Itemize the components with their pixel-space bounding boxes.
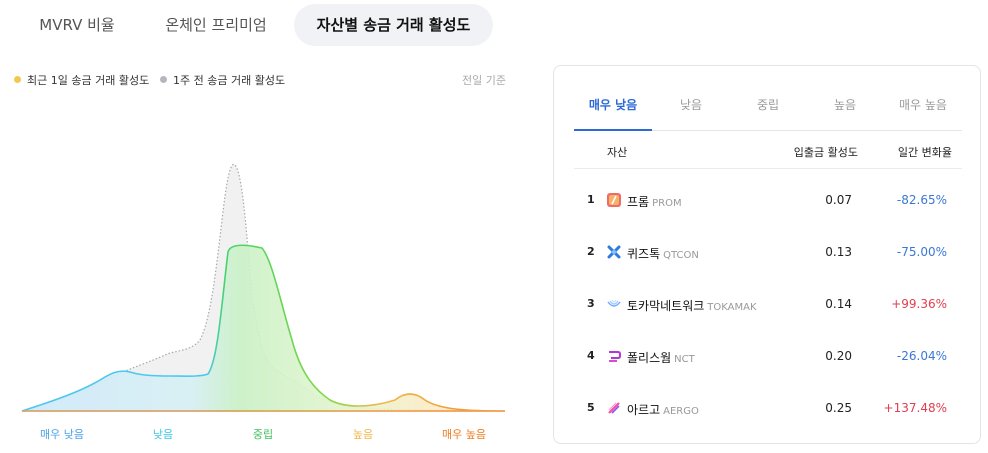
row-asset-name: 퀴즈톡 QTCON — [627, 245, 699, 262]
aergo-logo-icon — [608, 402, 620, 414]
asset-korean-name: 프롬 — [627, 195, 650, 209]
row-asset-name: 프롬 PROM — [627, 193, 682, 210]
row-asset-name: 아르고 AERGO — [627, 401, 699, 418]
asset-symbol: AERGO — [663, 406, 699, 417]
table-header: 자산 입출금 활성도 일간 변화율 — [574, 132, 962, 169]
header-change[interactable]: 일간 변화율 — [897, 146, 952, 159]
level-tab-high[interactable]: 높음 — [833, 98, 857, 112]
level-tab-very-high[interactable]: 매우 높음 — [899, 98, 947, 112]
header-activity[interactable]: 입출금 활성도 — [793, 146, 858, 159]
level-tab-very-low[interactable]: 매우 낮음 — [574, 86, 652, 131]
row-change: +99.36% — [891, 297, 947, 311]
row-change: -82.65% — [896, 193, 947, 207]
x-label-high: 높음 — [353, 428, 373, 441]
series-recent-area — [21, 244, 506, 412]
asset-korean-name: 아르고 — [627, 403, 661, 417]
table-row[interactable]: 2 퀴즈톡 QTCON 0.13 -75.00% — [574, 233, 962, 273]
table-row[interactable]: 1 프롬 PROM 0.07 -82.65% — [574, 181, 962, 221]
row-rank: 2 — [587, 245, 595, 258]
legend-dot-recent — [14, 76, 21, 83]
row-activity: 0.25 — [825, 401, 852, 415]
activity-distribution-chart: 매우 낮음 낮음 중립 높음 매우 높음 — [21, 163, 506, 441]
nct-logo-icon — [609, 351, 621, 362]
row-rank: 3 — [587, 297, 595, 310]
row-activity: 0.14 — [825, 297, 852, 311]
top-tab-bar: MVRV 비율 온체인 프리미엄 자산별 송금 거래 활성도 — [0, 0, 540, 46]
asset-symbol: NCT — [674, 354, 695, 365]
legend-item-recent: 최근 1일 송금 거래 활성도 — [14, 72, 149, 88]
x-label-very-high: 매우 높음 — [442, 428, 486, 441]
legend-dot-week-ago — [160, 76, 167, 83]
asset-korean-name: 퀴즈톡 — [627, 247, 661, 261]
row-rank: 5 — [587, 401, 595, 414]
row-rank: 1 — [587, 193, 595, 206]
x-label-very-low: 매우 낮음 — [40, 428, 84, 441]
level-tab-bar: 매우 낮음 낮음 중립 높음 매우 높음 — [574, 86, 962, 131]
row-asset-name: 폴리스웜 NCT — [627, 349, 695, 366]
legend-item-week-ago: 1주 전 송금 거래 활성도 — [160, 72, 285, 88]
row-change: -75.00% — [896, 245, 947, 259]
asset-symbol: QTCON — [663, 250, 699, 261]
legend-label-recent: 최근 1일 송금 거래 활성도 — [27, 74, 150, 87]
prom-logo-icon — [607, 193, 621, 207]
asset-ranking-card: 매우 낮음 낮음 중립 높음 매우 높음 자산 입출금 활성도 일간 변화율 1… — [553, 65, 981, 444]
legend-label-week-ago: 1주 전 송금 거래 활성도 — [173, 74, 286, 87]
row-change: +137.48% — [883, 401, 947, 415]
header-asset: 자산 — [607, 146, 628, 159]
tab-transfer-activity[interactable]: 자산별 송금 거래 활성도 — [294, 4, 493, 46]
row-activity: 0.20 — [825, 349, 852, 363]
row-change: -26.04% — [896, 349, 947, 363]
tokamak-logo-icon — [607, 299, 621, 307]
asset-symbol: PROM — [652, 198, 682, 209]
asset-korean-name: 토카막네트워크 — [627, 299, 705, 313]
qtcon-logo-icon — [607, 245, 621, 259]
chart-basis-note: 전일 기준 — [462, 74, 506, 87]
table-row[interactable]: 4 폴리스웜 NCT 0.20 -26.04% — [574, 337, 962, 377]
table-row[interactable]: 5 아르고 AERGO 0.25 +137.48% — [574, 389, 962, 429]
row-asset-name: 토카막네트워크 TOKAMAK — [627, 297, 757, 314]
asset-symbol: TOKAMAK — [707, 302, 757, 313]
tab-mvrv[interactable]: MVRV 비율 — [39, 16, 115, 34]
level-tab-neutral[interactable]: 중립 — [756, 98, 780, 112]
table-row[interactable]: 3 토카막네트워크 TOKAMAK 0.14 +99.36% — [574, 285, 962, 325]
level-tab-low[interactable]: 낮음 — [679, 98, 703, 112]
x-label-low: 낮음 — [153, 428, 173, 441]
asset-korean-name: 폴리스웜 — [627, 351, 672, 365]
row-activity: 0.13 — [825, 245, 852, 259]
x-label-neutral: 중립 — [253, 428, 273, 441]
row-activity: 0.07 — [825, 193, 852, 207]
tab-onchain-premium[interactable]: 온체인 프리미엄 — [165, 16, 267, 34]
row-rank: 4 — [587, 349, 595, 362]
